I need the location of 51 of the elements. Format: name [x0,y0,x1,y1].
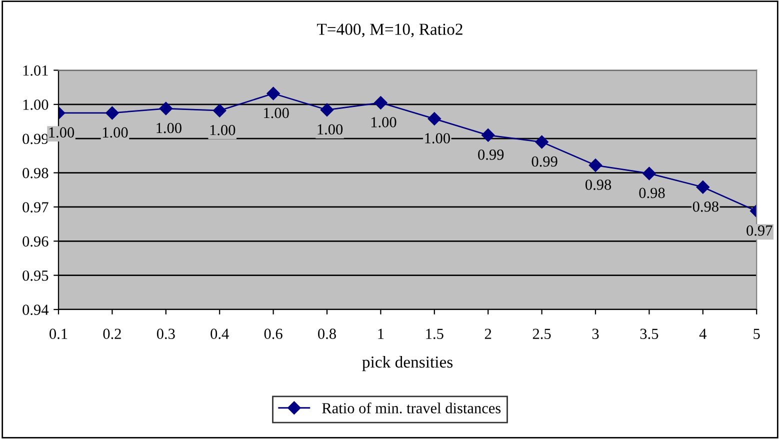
point [106,106,119,120]
y-tick-label: 0.94 [22,304,49,316]
point [696,180,710,194]
legend-label: Ratio of min. travel distances [322,402,501,414]
data-label: 1.00 [264,108,289,118]
point [159,102,172,116]
data-label: 1.00 [102,127,128,138]
point [588,158,602,172]
data-label: 1.00 [210,124,236,136]
x-tick-label: 0.2 [103,328,121,340]
point [213,104,226,118]
point [266,86,280,100]
x-tick-label: 1.5 [426,328,444,340]
data-label: 0.99 [478,150,504,160]
point [482,128,495,142]
data-label: 1.00 [156,122,182,134]
x-axis-title: pick densities [362,356,453,372]
chart-title: T=400, M=10, Ratio2 [317,24,462,38]
x-tick-label: 5 [754,328,760,339]
x-tick-label: 0.1 [50,328,68,340]
point [428,112,441,126]
data-label: 0.98 [639,188,665,198]
y-tick-label: 0.99 [22,134,48,144]
y-tick-label: 0.95 [22,270,48,281]
data-label: 1.00 [49,127,74,138]
x-tick-label: 0.8 [318,328,336,340]
data-label: 0.99 [532,156,558,167]
x-tick-label: 0.6 [264,328,282,340]
x-tick-label: 2 [484,328,492,339]
data-label: 0.98 [692,201,718,212]
data-label: 0.97 [746,225,772,236]
y-tick-label: 1.01 [23,65,48,76]
x-tick-label: 0.4 [210,328,229,340]
data-label: 1.00 [425,133,450,144]
x-tick-label: 2.5 [532,328,551,340]
point [535,135,548,149]
y-tick-label: 0.96 [22,236,48,247]
y-tick-label: 0.97 [22,202,48,212]
x-tick-label: 3 [592,328,599,339]
data-label: 0.98 [585,180,612,190]
x-tick-label: 3.5 [640,328,658,340]
point [374,96,388,110]
y-tick-label: 1.00 [23,100,48,110]
x-tick-label: 0.3 [156,328,175,340]
point [642,166,656,180]
data-label: 1.00 [371,117,396,128]
data-label: 1.00 [318,124,343,135]
x-tick-label: 4 [699,328,706,339]
point [320,103,334,116]
x-tick-label: 1 [378,328,384,339]
y-tick-label: 0.98 [22,168,48,178]
